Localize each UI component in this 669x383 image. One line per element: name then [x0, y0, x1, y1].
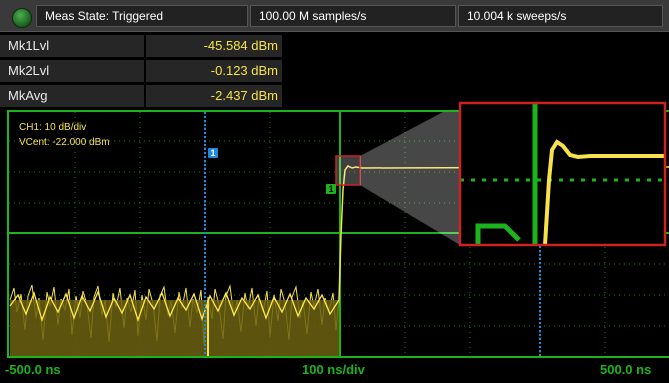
- trace-noise-fill: [10, 300, 339, 356]
- measurement-label: Mk1Lvl: [0, 35, 144, 58]
- zoom-inset-border: [458, 101, 667, 247]
- channel-scale-label: CH1: 10 dB/div: [19, 122, 87, 133]
- zoom-inset: [460, 103, 665, 245]
- x-start-label: -500.0 ns: [5, 362, 61, 377]
- marker1-flag[interactable]: 1: [208, 148, 218, 158]
- meas-state-indicator-icon: [12, 8, 32, 28]
- measurement-label: Mk2Lvl: [0, 60, 144, 83]
- sweep-rate-field: 10.004 k sweeps/s: [458, 5, 663, 27]
- measurement-value: -2.437 dBm: [146, 85, 282, 108]
- x-end-label: 500.0 ns: [600, 362, 652, 377]
- plot-area[interactable]: [7, 110, 669, 358]
- measurement-value: -0.123 dBm: [146, 60, 282, 83]
- meas-state-field: Meas State: Triggered: [36, 5, 248, 27]
- measurement-label: MkAvg: [0, 85, 144, 108]
- zoom-source-box: [335, 155, 361, 186]
- x-div-label: 100 ns/div: [302, 362, 365, 377]
- trace-noise-overlay: [9, 290, 340, 323]
- zoom-projection: [360, 112, 460, 245]
- marker2-flag[interactable]: 1: [326, 184, 336, 194]
- measurement-value: -45.584 dBm: [146, 35, 282, 58]
- status-bar: Meas State: Triggered 100.00 M samples/s…: [0, 0, 669, 32]
- sample-rate-field: 100.00 M samples/s: [250, 5, 456, 27]
- vcent-label: VCent: -22.000 dBm: [19, 137, 110, 148]
